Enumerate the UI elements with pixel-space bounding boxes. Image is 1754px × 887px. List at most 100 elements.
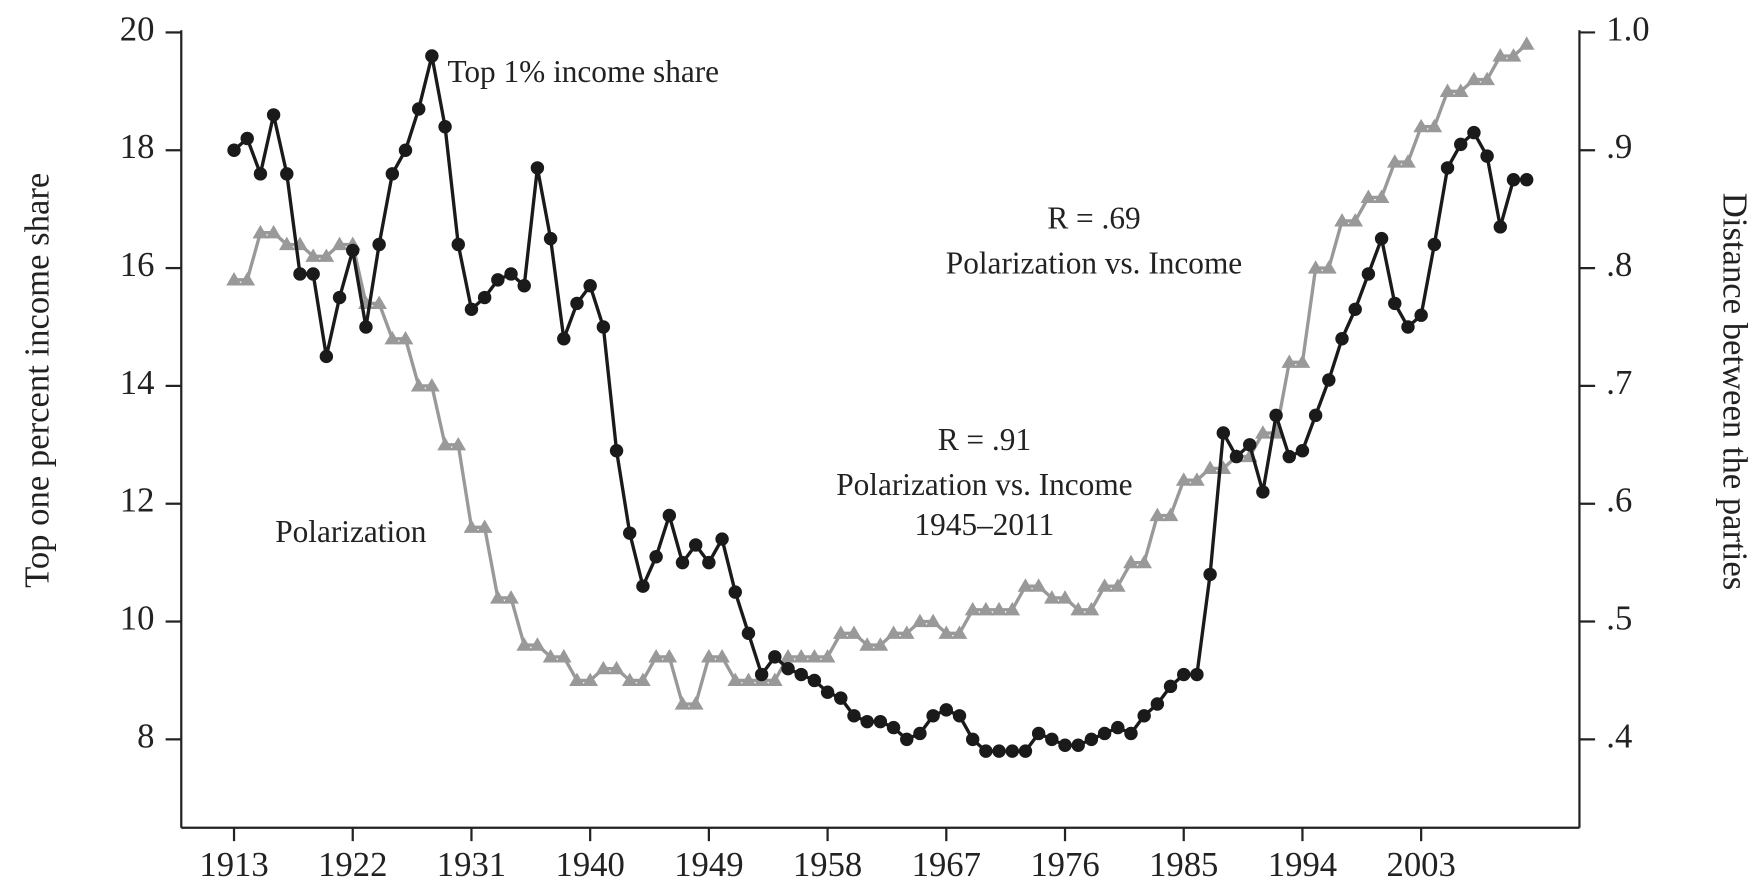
point bbox=[661, 649, 678, 663]
point bbox=[411, 102, 426, 116]
point bbox=[1479, 71, 1495, 86]
point bbox=[1004, 601, 1021, 616]
point bbox=[1320, 260, 1337, 274]
point bbox=[1426, 118, 1443, 133]
point bbox=[293, 267, 307, 281]
point bbox=[1149, 507, 1166, 522]
point bbox=[951, 625, 968, 639]
point bbox=[239, 272, 256, 286]
series-line bbox=[234, 42, 1528, 706]
point bbox=[397, 330, 414, 345]
point bbox=[728, 585, 742, 599]
y-tick-label: 18 bbox=[120, 128, 155, 166]
point bbox=[1506, 173, 1521, 187]
x-tick-label: 1985 bbox=[1149, 846, 1218, 884]
point bbox=[450, 436, 467, 451]
point bbox=[1294, 354, 1311, 368]
y-tick-label: 20 bbox=[120, 10, 155, 48]
point bbox=[569, 672, 585, 687]
point bbox=[331, 236, 348, 251]
point bbox=[278, 236, 295, 251]
point bbox=[1163, 679, 1178, 694]
point bbox=[280, 167, 294, 181]
point bbox=[886, 720, 901, 735]
point bbox=[463, 519, 480, 533]
point bbox=[1043, 590, 1060, 604]
point bbox=[516, 637, 533, 651]
point bbox=[939, 703, 954, 717]
point bbox=[938, 625, 955, 639]
point bbox=[595, 660, 612, 675]
point bbox=[385, 167, 400, 181]
point bbox=[979, 744, 993, 758]
point bbox=[741, 626, 756, 641]
y-tick-label: 14 bbox=[120, 364, 155, 402]
point bbox=[1467, 125, 1481, 140]
point bbox=[1281, 354, 1298, 368]
point bbox=[794, 667, 808, 682]
point bbox=[872, 637, 889, 651]
point bbox=[819, 649, 836, 663]
point bbox=[1269, 408, 1283, 423]
point bbox=[1175, 472, 1192, 486]
point bbox=[557, 332, 571, 346]
point bbox=[305, 248, 322, 262]
point bbox=[807, 673, 822, 688]
point bbox=[952, 709, 967, 723]
y2-tick-label: .5 bbox=[1606, 599, 1632, 637]
point bbox=[346, 243, 360, 258]
point bbox=[648, 649, 664, 663]
x-tick-label: 1967 bbox=[912, 846, 981, 884]
point bbox=[1466, 71, 1482, 86]
x-tick-label: 1958 bbox=[793, 846, 862, 884]
point bbox=[1335, 332, 1349, 346]
y2-tick-label: .9 bbox=[1606, 128, 1632, 166]
point bbox=[1058, 738, 1072, 752]
point bbox=[702, 555, 716, 570]
point bbox=[1454, 137, 1468, 152]
point bbox=[1242, 438, 1257, 452]
point bbox=[991, 601, 1007, 616]
point bbox=[477, 290, 492, 305]
point bbox=[570, 296, 584, 311]
point bbox=[252, 224, 269, 239]
point bbox=[1400, 154, 1416, 168]
annotation: Polarization vs. Income bbox=[836, 467, 1132, 502]
point bbox=[359, 320, 373, 334]
point bbox=[464, 302, 479, 317]
point bbox=[503, 590, 519, 604]
annotation: R = .91 bbox=[938, 422, 1031, 457]
point bbox=[318, 248, 335, 262]
point bbox=[504, 267, 518, 281]
point bbox=[1347, 213, 1364, 227]
x-tick-label: 1994 bbox=[1268, 846, 1337, 884]
point bbox=[859, 637, 875, 651]
point bbox=[1348, 302, 1362, 317]
y2-tick-label: .6 bbox=[1606, 482, 1632, 520]
annotation: Polarization vs. Income bbox=[946, 245, 1242, 280]
point bbox=[727, 672, 744, 687]
point bbox=[542, 649, 559, 663]
y-tick-label: 10 bbox=[120, 599, 155, 637]
point bbox=[425, 49, 439, 63]
point bbox=[253, 167, 268, 181]
point bbox=[410, 378, 427, 392]
point bbox=[885, 625, 902, 639]
point bbox=[1111, 720, 1125, 735]
point bbox=[649, 550, 663, 564]
point bbox=[543, 231, 558, 246]
point bbox=[687, 696, 704, 710]
point bbox=[265, 224, 282, 239]
point bbox=[1136, 554, 1152, 569]
point bbox=[846, 625, 862, 639]
point bbox=[834, 691, 848, 705]
point bbox=[1361, 267, 1376, 281]
point bbox=[1374, 231, 1389, 246]
point bbox=[371, 295, 387, 310]
point bbox=[306, 267, 320, 281]
point bbox=[1189, 472, 1205, 486]
point bbox=[530, 161, 545, 175]
point bbox=[476, 519, 493, 533]
point bbox=[768, 650, 782, 664]
